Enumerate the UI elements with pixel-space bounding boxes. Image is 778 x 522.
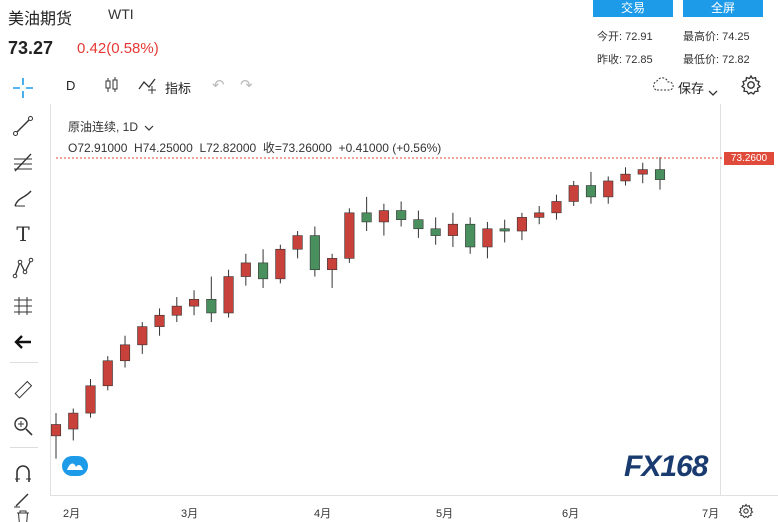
prev-close-stat: 昨收: 72.85 xyxy=(597,54,653,66)
zoom-icon[interactable] xyxy=(8,412,38,440)
high-stat: 最高价: 74.25 xyxy=(683,31,750,43)
sidebar-divider-2 xyxy=(10,447,38,448)
candle-body xyxy=(344,212,355,259)
x-tick-may: 5月 xyxy=(436,508,454,520)
candle-body xyxy=(206,299,217,314)
candle-body xyxy=(378,210,389,223)
candle-body xyxy=(171,305,182,316)
price-axis-border xyxy=(720,104,721,496)
candle-body xyxy=(361,212,372,223)
candle-body xyxy=(327,258,338,271)
pencil-lock-icon[interactable] xyxy=(8,486,38,514)
instrument-symbol: WTI xyxy=(108,6,134,22)
candle-body xyxy=(189,299,200,307)
candle-body xyxy=(585,185,597,198)
candle-body xyxy=(568,185,579,202)
candle-body xyxy=(68,412,79,430)
candle-body xyxy=(637,169,648,175)
sidebar-divider xyxy=(10,362,38,363)
series-name[interactable]: 原油连续, 1D xyxy=(68,118,154,135)
fib-icon[interactable] xyxy=(8,148,38,176)
candle-body xyxy=(119,344,131,362)
candle-body xyxy=(551,201,562,214)
candle-body xyxy=(102,360,113,387)
price-change: 0.42(0.58%) xyxy=(77,40,159,57)
candle-body xyxy=(258,262,269,280)
candle-body xyxy=(654,169,666,180)
candle-body xyxy=(309,235,320,271)
candle-body xyxy=(137,326,148,346)
cloud-save-icon[interactable] xyxy=(650,77,676,98)
current-price: 73.27 xyxy=(8,38,54,58)
open-stat: 今开: 72.91 xyxy=(597,31,653,43)
indicator-button[interactable]: 指标 xyxy=(165,81,192,96)
x-tick-feb: 2月 xyxy=(63,508,81,520)
interval-selector[interactable]: D xyxy=(66,78,76,93)
settings-gear-icon[interactable] xyxy=(740,74,762,101)
chart-area[interactable] xyxy=(50,104,775,496)
x-tick-mar: 3月 xyxy=(181,508,199,520)
candle-type-icon[interactable] xyxy=(104,76,120,99)
ruler-icon[interactable] xyxy=(8,376,38,404)
low-stat: 最低价: 72.82 xyxy=(683,54,750,66)
undo-icon[interactable]: ↶ xyxy=(212,77,225,94)
back-arrow-icon[interactable] xyxy=(8,328,38,356)
candle-body xyxy=(447,223,458,236)
candle-body xyxy=(154,314,165,327)
candle-body xyxy=(465,223,476,248)
candle-body xyxy=(413,219,424,230)
candle-body xyxy=(396,210,407,220)
candle-body xyxy=(223,276,234,314)
x-axis-line xyxy=(50,495,778,496)
x-tick-jun: 6月 xyxy=(562,508,580,520)
candle-body xyxy=(620,173,631,182)
candle-body xyxy=(292,235,303,250)
trade-button[interactable]: 交易 xyxy=(593,0,673,17)
x-tick-jul: 7月 xyxy=(702,508,720,520)
trash-icon[interactable] xyxy=(8,503,38,522)
tv-logo-icon[interactable] xyxy=(62,456,88,476)
candle-body xyxy=(482,228,493,248)
candle-body xyxy=(275,248,286,280)
indicator-icon[interactable] xyxy=(138,76,162,99)
last-price-tag: 73.2600 xyxy=(724,152,774,165)
candle-body xyxy=(499,228,510,232)
magnet-icon[interactable] xyxy=(8,460,38,488)
save-button[interactable]: 保存 xyxy=(678,81,705,96)
ohlc-legend: O72.91000 H74.25000 L72.82000 收=73.26000… xyxy=(68,141,442,155)
pattern-icon[interactable] xyxy=(8,254,38,282)
brush-icon[interactable] xyxy=(8,184,38,212)
candle-body xyxy=(240,262,251,277)
crosshair-icon[interactable] xyxy=(8,74,38,102)
candle-body xyxy=(430,228,441,236)
fullscreen-button[interactable]: 全屏 xyxy=(683,0,763,17)
instrument-title: 美油期货 xyxy=(8,11,73,28)
fx168-watermark: FX168 xyxy=(624,450,708,483)
axis-settings-icon[interactable] xyxy=(738,503,754,522)
text-icon[interactable]: T xyxy=(16,222,30,246)
candle-body xyxy=(603,180,614,198)
candle-body xyxy=(50,424,62,437)
candle-body xyxy=(534,212,545,218)
candle-body xyxy=(85,385,96,414)
measure-icon[interactable] xyxy=(8,292,38,320)
redo-icon[interactable]: ↷ xyxy=(240,77,253,94)
series-dropdown-icon[interactable] xyxy=(144,125,154,131)
save-dropdown-icon[interactable] xyxy=(708,83,718,101)
trend-line-icon[interactable] xyxy=(8,112,38,140)
x-tick-apr: 4月 xyxy=(314,508,332,520)
candle-body xyxy=(516,217,527,232)
